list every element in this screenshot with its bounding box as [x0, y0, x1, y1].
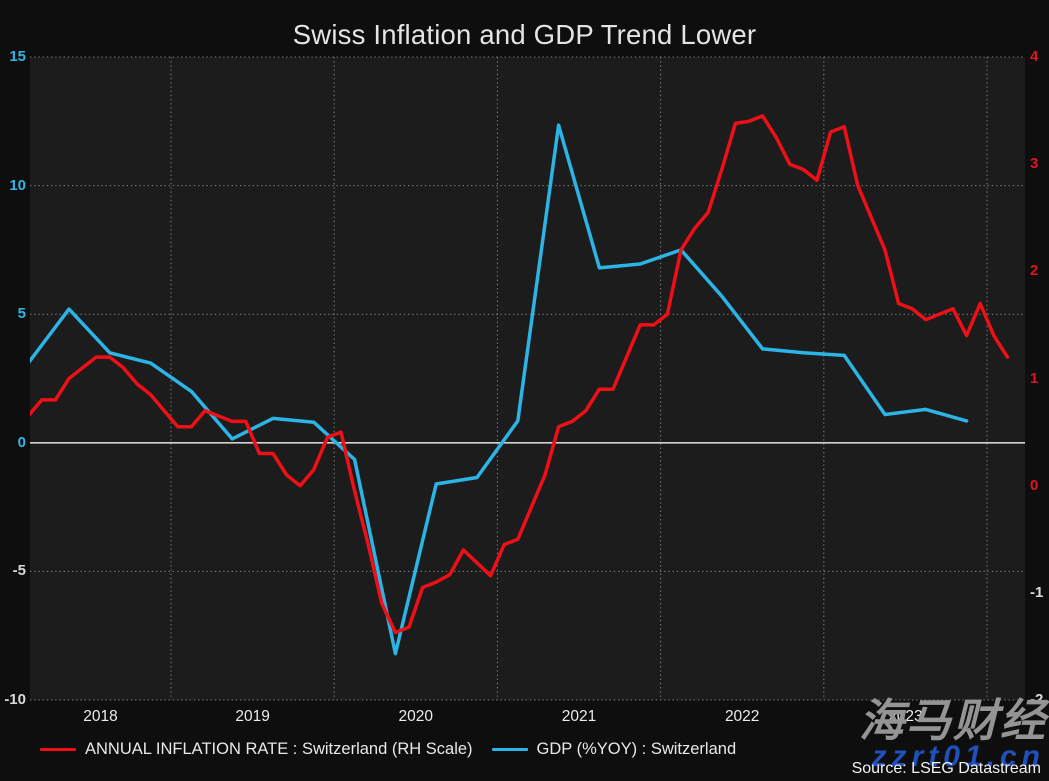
- left-axis-tick: -5: [12, 562, 26, 580]
- legend-label-gdp: GDP (%YOY) : Switzerland: [536, 740, 737, 758]
- left-axis-tick: 5: [17, 305, 26, 323]
- right-axis-tick: -1: [1030, 583, 1044, 601]
- legend-item-inflation: ANNUAL INFLATION RATE : Switzerland (RH …: [40, 740, 473, 759]
- right-axis-tick: 4: [1030, 48, 1039, 65]
- right-axis-tick: 0: [1030, 476, 1039, 494]
- left-axis-tick: -10: [4, 691, 26, 708]
- plot-background: [30, 57, 1025, 700]
- chart-title: Swiss Inflation and GDP Trend Lower: [292, 19, 757, 50]
- watermark-url: zzrt01.cn: [871, 740, 1045, 773]
- left-axis-tick: 10: [9, 176, 26, 194]
- right-axis-tick: 2: [1030, 262, 1039, 280]
- legend-label-inflation: ANNUAL INFLATION RATE : Switzerland (RH …: [85, 740, 473, 758]
- x-axis-tick: 2021: [561, 708, 597, 725]
- inflation-line-swatch: [40, 747, 76, 752]
- x-axis-tick: 2019: [235, 708, 270, 725]
- inflation-line: [30, 114, 1010, 635]
- watermark-brand: 海马财经: [858, 695, 1047, 746]
- right-axis-tick: 1: [1030, 369, 1039, 387]
- right-axis-tick: 3: [1030, 155, 1039, 173]
- right-axis-tick: -2: [1030, 691, 1044, 708]
- source-note: Source: LSEG Datastream: [851, 760, 1041, 777]
- gdp-line: [30, 123, 969, 656]
- gdp-line-swatch: [491, 747, 528, 752]
- left-axis-tick: 0: [17, 433, 26, 451]
- legend-item-gdp: GDP (%YOY) : Switzerland: [491, 740, 737, 759]
- left-axis-tick: 15: [9, 48, 26, 65]
- x-axis-tick: 2023: [888, 708, 923, 725]
- legend: ANNUAL INFLATION RATE : Switzerland (RH …: [40, 740, 736, 759]
- x-axis-tick: 2022: [724, 708, 760, 725]
- x-axis-tick: 2020: [398, 708, 434, 725]
- x-axis-tick: 2018: [83, 708, 118, 725]
